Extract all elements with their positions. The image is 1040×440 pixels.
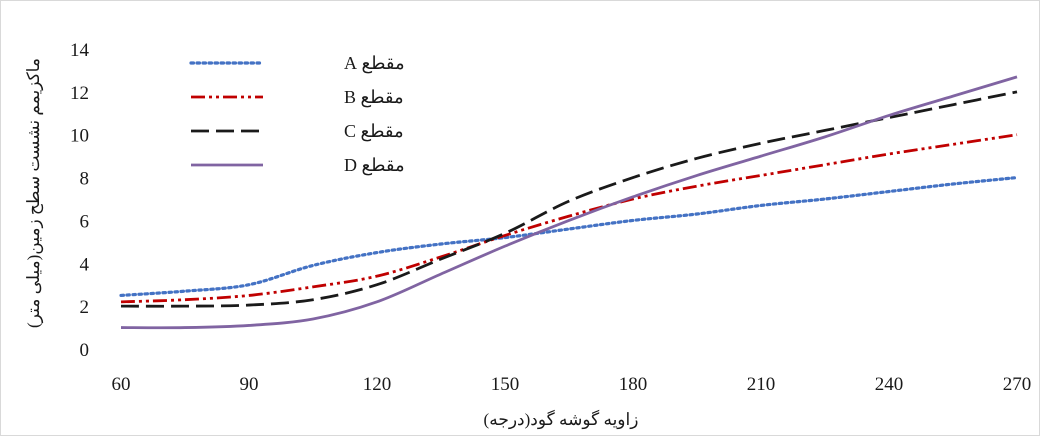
y-tick-labels: 0 2 4 6 8 10 12 14 bbox=[70, 40, 90, 361]
legend: مقطع A مقطع B مقطع C مقطع D bbox=[189, 53, 405, 176]
y-tick-label: 14 bbox=[70, 40, 90, 61]
y-tick-label: 6 bbox=[80, 211, 90, 232]
x-axis-title: زاویه گوشه گود(درجه) bbox=[484, 409, 639, 430]
legend-label-c: مقطع C bbox=[344, 121, 404, 142]
series-line-d bbox=[120, 75, 1018, 330]
series-line-c bbox=[120, 90, 1018, 308]
y-tick-label: 10 bbox=[70, 126, 89, 147]
legend-label-b: مقطع B bbox=[344, 87, 404, 108]
legend-label-a: مقطع A bbox=[344, 53, 405, 74]
y-tick-label: 12 bbox=[70, 83, 89, 104]
y-tick-label: 2 bbox=[80, 297, 90, 318]
x-tick-label: 210 bbox=[747, 374, 776, 395]
x-tick-label: 240 bbox=[875, 374, 904, 395]
x-tick-labels: 60 90 120 150 180 210 240 270 bbox=[112, 374, 1032, 395]
x-tick-label: 120 bbox=[363, 374, 392, 395]
x-tick-label: 60 bbox=[112, 374, 131, 395]
plot-lines bbox=[119, 75, 1019, 330]
series-line-b bbox=[120, 133, 1018, 304]
x-tick-label: 90 bbox=[240, 374, 259, 395]
y-tick-label: 4 bbox=[80, 254, 90, 275]
y-axis-title: ماکزیمم نشست سطح زمین(میلی متر) bbox=[24, 58, 44, 328]
x-tick-label: 180 bbox=[619, 374, 648, 395]
y-tick-label: 8 bbox=[80, 169, 90, 190]
x-tick-label: 270 bbox=[1003, 374, 1032, 395]
x-tick-label: 150 bbox=[491, 374, 520, 395]
y-tick-label: 0 bbox=[80, 340, 90, 361]
series-line-a bbox=[119, 175, 1019, 298]
legend-label-d: مقطع D bbox=[344, 155, 405, 176]
